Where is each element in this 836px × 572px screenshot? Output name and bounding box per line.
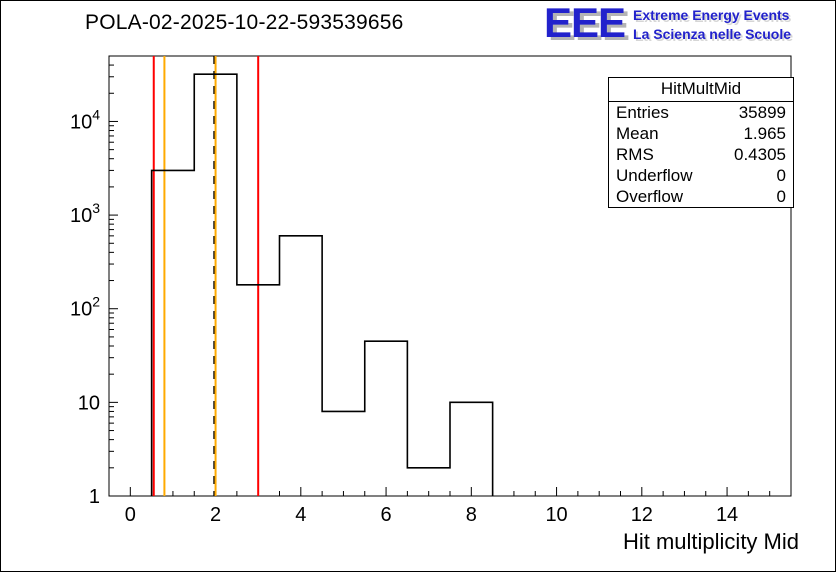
stats-label: RMS: [616, 145, 654, 164]
logo-line-1: Extreme Energy Events: [633, 7, 790, 23]
x-tick-label: 12: [631, 504, 653, 526]
x-tick-label: 6: [381, 504, 392, 526]
x-tick-label: 2: [210, 504, 221, 526]
eee-logo-letters: EEE: [544, 0, 626, 46]
stats-value: 0: [776, 187, 786, 206]
x-tick-label: 4: [295, 504, 306, 526]
stats-box-title: HitMultMid: [609, 78, 793, 102]
stats-value: 1.965: [743, 124, 786, 143]
stats-row-rms: RMS 0.4305: [609, 144, 793, 165]
stats-row-mean: Mean 1.965: [609, 123, 793, 144]
plot-title: POLA-02-2025-10-22-593539656: [85, 11, 404, 34]
stats-value: 35899: [738, 103, 786, 122]
stats-row-entries: Entries 35899: [609, 102, 793, 123]
stats-box: HitMultMid Entries 35899 Mean 1.965 RMS …: [608, 77, 794, 208]
stats-value: 0.4305: [734, 145, 786, 164]
y-tick-label: 103: [70, 200, 100, 227]
x-axis-label: Hit multiplicity Mid: [623, 529, 799, 554]
eee-logo-captions: Extreme Energy Events La Scienza nelle S…: [633, 3, 791, 44]
y-tick-label: 104: [70, 106, 100, 133]
y-tick-label: 102: [70, 294, 100, 321]
eee-logo: EEE Extreme Energy Events La Scienza nel…: [544, 0, 791, 46]
y-tick-label: 10: [78, 392, 100, 414]
x-tick-label: 10: [545, 504, 567, 526]
x-tick-label: 8: [466, 504, 477, 526]
x-tick-label: 0: [125, 504, 136, 526]
stats-label: Entries: [616, 103, 669, 122]
stats-label: Mean: [616, 124, 659, 143]
logo-line-2: La Scienza nelle Scuole: [633, 26, 791, 42]
stats-label: Underflow: [616, 166, 693, 185]
stats-value: 0: [776, 166, 786, 185]
x-tick-label: 14: [716, 504, 738, 526]
stats-label: Overflow: [616, 187, 684, 206]
y-tick-label: 1: [89, 486, 100, 508]
stats-row-underflow: Underflow 0: [609, 165, 793, 186]
histogram-line: [150, 73, 494, 496]
stats-row-overflow: Overflow 0: [609, 186, 793, 207]
